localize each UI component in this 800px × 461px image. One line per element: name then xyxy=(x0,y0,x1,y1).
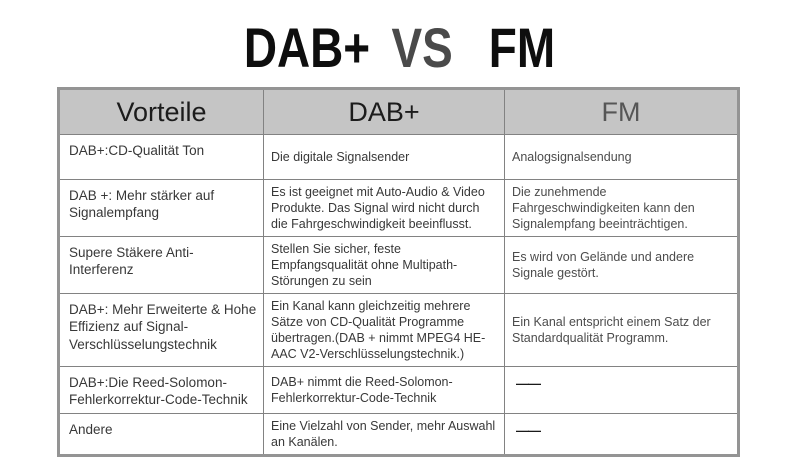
table-row: Andere Eine Vielzahl von Sender, mehr Au… xyxy=(58,412,739,456)
fm-cell: Analogsignalsendung xyxy=(504,134,739,180)
dab-cell: Es ist geeignet mit Auto-Audio & Video P… xyxy=(263,179,505,237)
vorteile-cell: DAB+:Die Reed-Solomon-Fehlerkorrektur-Co… xyxy=(58,366,264,414)
dab-cell: Eine Vielzahl von Sender, mehr Auswahl a… xyxy=(263,412,505,456)
title-dab-text: DAB+ xyxy=(243,16,371,79)
column-header-dab: DAB+ xyxy=(263,88,505,135)
column-header-fm: FM xyxy=(504,88,739,135)
fm-cell-dash: —— xyxy=(504,366,739,414)
comparison-table: Vorteile DAB+ FM DAB+:CD-Qualität Ton Di… xyxy=(57,87,740,457)
fm-cell: Die zunehmende Fahrgeschwindigkeiten kan… xyxy=(504,179,739,237)
table-header-row: Vorteile DAB+ FM xyxy=(58,88,739,135)
table-row: DAB+:CD-Qualität Ton Die digitale Signal… xyxy=(58,134,739,180)
fm-cell-dash: —— xyxy=(504,412,739,456)
vorteile-cell: DAB+: Mehr Erweiterte & Hohe Effizienz a… xyxy=(58,293,264,367)
vorteile-cell: DAB +: Mehr stärker auf Signalempfang xyxy=(58,179,264,237)
dab-cell: Ein Kanal kann gleichzeitig mehrere Sätz… xyxy=(263,293,505,367)
page-title: DAB+ VS FM xyxy=(88,0,711,78)
table-row: Supere Stäkere Anti-Interferenz Stellen … xyxy=(58,236,739,294)
table-row: DAB+:Die Reed-Solomon-Fehlerkorrektur-Co… xyxy=(58,366,739,414)
vorteile-cell: Supere Stäkere Anti-Interferenz xyxy=(58,236,264,294)
vorteile-cell: Andere xyxy=(58,412,264,456)
vorteile-cell: DAB+:CD-Qualität Ton xyxy=(58,134,264,180)
table-row: DAB +: Mehr stärker auf Signalempfang Es… xyxy=(58,179,739,237)
column-header-vorteile: Vorteile xyxy=(58,88,264,135)
dab-cell: DAB+ nimmt die Reed-Solomon-Fehlerkorrek… xyxy=(263,366,505,414)
table-row: DAB+: Mehr Erweiterte & Hohe Effizienz a… xyxy=(58,293,739,367)
dab-cell: Die digitale Signalsender xyxy=(263,134,505,180)
fm-cell: Es wird von Gelände und andere Signale g… xyxy=(504,236,739,294)
title-vs-text: VS xyxy=(391,16,453,79)
fm-cell: Ein Kanal entspricht einem Satz der Stan… xyxy=(504,293,739,367)
title-fm-text: FM xyxy=(488,16,556,79)
dab-cell: Stellen Sie sicher, feste Empfangsqualit… xyxy=(263,236,505,294)
